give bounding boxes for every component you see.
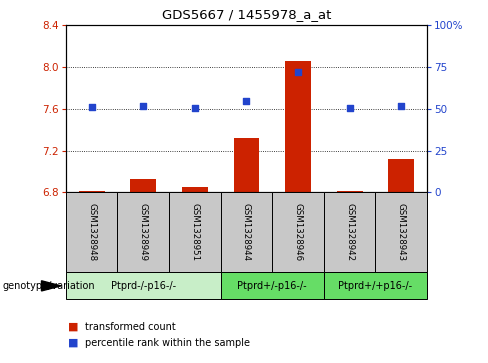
Text: Ptprd-/-p16-/-: Ptprd-/-p16-/- <box>111 281 176 291</box>
Text: GSM1328946: GSM1328946 <box>293 203 303 261</box>
Point <box>191 105 199 111</box>
Text: GSM1328944: GSM1328944 <box>242 203 251 261</box>
Text: transformed count: transformed count <box>85 322 176 332</box>
Bar <box>79 191 104 192</box>
Bar <box>324 272 427 299</box>
Bar <box>182 187 208 192</box>
Text: Ptprd+/-p16-/-: Ptprd+/-p16-/- <box>238 281 307 291</box>
Text: GSM1328948: GSM1328948 <box>87 203 96 261</box>
Bar <box>221 272 324 299</box>
Bar <box>66 272 221 299</box>
Text: genotype/variation: genotype/variation <box>2 281 95 291</box>
Bar <box>130 179 156 192</box>
Point <box>346 105 353 111</box>
Bar <box>234 138 259 192</box>
Point <box>140 103 147 109</box>
Bar <box>66 192 118 272</box>
Point <box>88 104 96 110</box>
Bar <box>118 192 169 272</box>
Bar <box>221 192 272 272</box>
Bar <box>337 191 363 192</box>
Text: ■: ■ <box>68 338 79 348</box>
Polygon shape <box>41 281 61 291</box>
Bar <box>324 192 375 272</box>
Bar <box>375 192 427 272</box>
Point <box>397 103 405 109</box>
Text: GSM1328951: GSM1328951 <box>190 203 200 261</box>
Text: percentile rank within the sample: percentile rank within the sample <box>85 338 250 348</box>
Text: Ptprd+/+p16-/-: Ptprd+/+p16-/- <box>338 281 412 291</box>
Text: GSM1328949: GSM1328949 <box>139 203 148 261</box>
Bar <box>285 61 311 192</box>
Bar <box>169 192 221 272</box>
Title: GDS5667 / 1455978_a_at: GDS5667 / 1455978_a_at <box>162 8 331 21</box>
Point <box>294 69 302 75</box>
Text: GSM1328943: GSM1328943 <box>397 203 406 261</box>
Point <box>243 98 250 103</box>
Text: GSM1328942: GSM1328942 <box>345 203 354 261</box>
Text: ■: ■ <box>68 322 79 332</box>
Bar <box>272 192 324 272</box>
Bar <box>388 159 414 192</box>
